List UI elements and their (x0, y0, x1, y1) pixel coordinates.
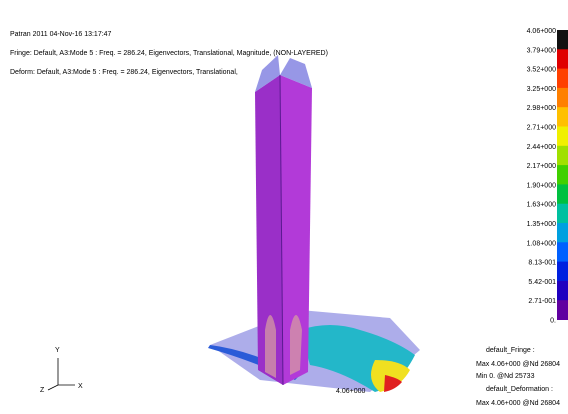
legend-label: 0. (550, 318, 556, 325)
legend-label: 2.71-001 (528, 298, 556, 305)
legend-swatch (557, 262, 568, 282)
legend-swatch (557, 281, 568, 301)
legend-label: 2.17+000 (527, 163, 556, 170)
legend-label: 1.35+000 (527, 221, 556, 228)
footer-line: Min 0. @Nd 25733 (476, 373, 535, 380)
scene: Patran 2011 04-Nov-16 13:17:47 Fringe: De… (0, 0, 568, 414)
legend-label: 2.98+000 (527, 105, 556, 112)
legend-swatch (557, 184, 568, 204)
legend-label: 2.44+000 (527, 144, 556, 151)
legend-swatch (557, 204, 568, 224)
legend-label: 3.79+000 (527, 47, 556, 54)
header: Patran 2011 04-Nov-16 13:17:47 Fringe: De… (10, 31, 328, 76)
footer-line: default_Deformation : (486, 386, 553, 393)
legend: 4.06+000 3.79+000 3.52+000 3.25+000 2.98+000… (527, 28, 568, 325)
header-line: Deform: Default, A3:Mode 5 : Freq. = 286… (10, 69, 238, 76)
footer-line: Max 4.06+000 @Nd 26804 (476, 361, 560, 368)
legend-swatch (557, 49, 568, 69)
footer-line: Max 4.06+000 @Nd 26804 (476, 400, 560, 407)
legend-label: 4.06+000 (527, 28, 556, 35)
legend-swatch (557, 88, 568, 108)
footer: default_Fringe : Max 4.06+000 @Nd 26804 Mi… (476, 347, 560, 407)
legend-swatch (557, 146, 568, 166)
legend-swatch (557, 107, 568, 127)
legend-label: 5.42-001 (528, 279, 556, 286)
axis-label-z: Z (40, 387, 45, 394)
legend-label: 1.63+000 (527, 202, 556, 209)
legend-swatch (557, 30, 568, 50)
footer-line: default_Fringe : (486, 347, 535, 354)
axis-label-y: Y (55, 347, 60, 354)
axis-label-x: X (78, 383, 83, 390)
axis-z (48, 385, 58, 390)
legend-swatch (557, 223, 568, 243)
legend-swatch (557, 127, 568, 147)
model-label: 4.06+000 (336, 388, 365, 395)
viewport: Patran 2011 04-Nov-16 13:17:47 Fringe: De… (0, 0, 568, 414)
header-line: Patran 2011 04-Nov-16 13:17:47 (10, 31, 112, 38)
legend-label: 8.13-001 (528, 260, 556, 267)
legend-label: 1.90+000 (527, 182, 556, 189)
legend-swatch (557, 165, 568, 185)
legend-label: 1.08+000 (527, 240, 556, 247)
legend-label: 2.71+000 (527, 125, 556, 132)
legend-label: 3.25+000 (527, 86, 556, 93)
legend-label: 3.52+000 (527, 67, 556, 74)
legend-swatch (557, 242, 568, 262)
legend-swatch (557, 69, 568, 89)
header-line: Fringe: Default, A3:Mode 5 : Freq. = 286… (10, 50, 328, 57)
legend-swatch (557, 300, 568, 320)
